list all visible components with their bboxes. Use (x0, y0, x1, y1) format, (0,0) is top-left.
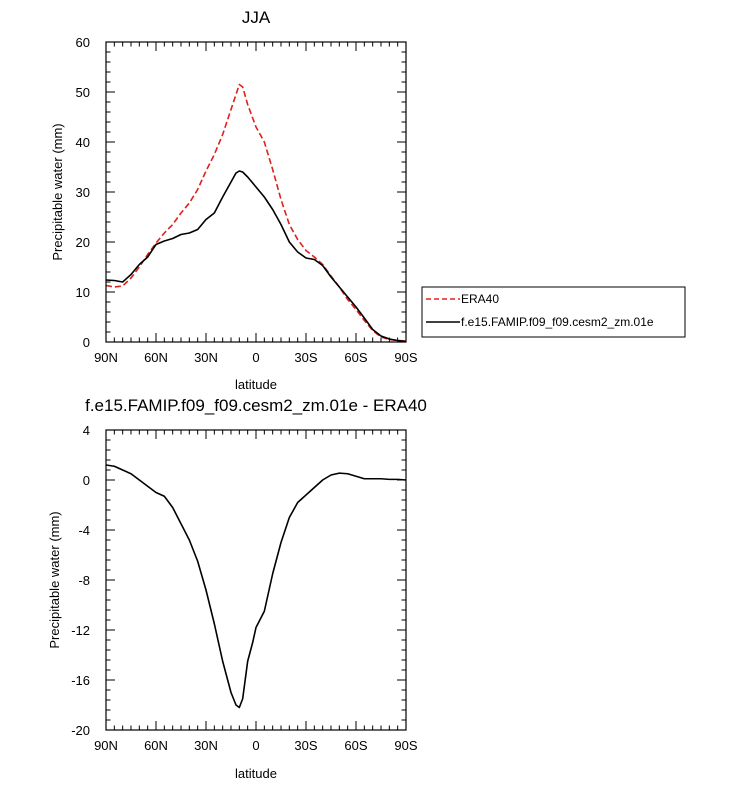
top-x-tick-label: 60N (144, 350, 168, 365)
top-y-tick-label: 50 (76, 85, 90, 100)
top-panel: JJA 90N 60N 30N 0 30S 60S 90S 0 10 20 30 40 50 60 lat… (50, 8, 686, 392)
top-y-tick-label: 20 (76, 235, 90, 250)
bottom-y-tick-label: -4 (78, 523, 90, 538)
top-x-tick-label: 30S (294, 350, 317, 365)
bottom-plot-frame (105, 429, 407, 731)
top-plot-frame (105, 41, 407, 343)
top-plot-lines (105, 83, 407, 343)
legend-label-model: f.e15.FAMIP.f09_f09.cesm2_zm.01e (461, 315, 654, 329)
top-y-axis-title: Precipitable water (mm) (50, 123, 65, 260)
bottom-plot-lines (105, 464, 407, 709)
bottom-x-tick-label: 30S (294, 738, 317, 753)
bottom-x-tick-label: 60S (344, 738, 367, 753)
top-x-tick-label: 90S (394, 350, 417, 365)
bottom-panel: f.e15.FAMIP.f09_f09.cesm2_zm.01e - ERA40… (47, 396, 427, 781)
bottom-axis-ticks: 90N 60N 30N 0 30S 60S 90S 4 0 -4 -8 -12 -16 -20 (71, 423, 418, 753)
legend: ERA40 f.e15.FAMIP.f09_f09.cesm2_zm.01e (421, 286, 686, 338)
legend-box (421, 286, 686, 338)
top-y-tick-label: 10 (76, 285, 90, 300)
top-axis-ticks: 90N 60N 30N 0 30S 60S 90S 0 10 20 30 40 50 60 (76, 35, 418, 365)
top-y-tick-label: 40 (76, 135, 90, 150)
bottom-x-tick-label: 30N (194, 738, 218, 753)
top-x-tick-label: 30N (194, 350, 218, 365)
top-y-tick-label: 60 (76, 35, 90, 50)
bottom-x-tick-label: 60N (144, 738, 168, 753)
top-series-line-f-e15-famip-f09-f09-cesm2-zm-01e (105, 170, 407, 343)
top-x-tick-label: 0 (252, 350, 259, 365)
top-x-tick-label: 60S (344, 350, 367, 365)
legend-label-era40: ERA40 (461, 292, 499, 306)
top-series-line-era40 (105, 83, 407, 342)
bottom-series-line-0 (105, 464, 407, 709)
top-x-tick-label: 90N (94, 350, 118, 365)
bottom-x-tick-label: 0 (252, 738, 259, 753)
bottom-x-axis-title: latitude (235, 766, 277, 781)
top-x-axis-title: latitude (235, 377, 277, 392)
top-chart-title: JJA (242, 8, 271, 27)
top-y-tick-label: 30 (76, 185, 90, 200)
bottom-y-tick-label: -12 (71, 623, 90, 638)
bottom-y-tick-label: -16 (71, 673, 90, 688)
bottom-y-tick-label: -8 (78, 573, 90, 588)
bottom-y-tick-label: 0 (83, 473, 90, 488)
top-y-tick-label: 0 (83, 335, 90, 350)
bottom-y-tick-label: 4 (83, 423, 90, 438)
bottom-y-axis-title: Precipitable water (mm) (47, 511, 62, 648)
bottom-x-tick-label: 90N (94, 738, 118, 753)
bottom-y-tick-label: -20 (71, 723, 90, 738)
bottom-chart-title: f.e15.FAMIP.f09_f09.cesm2_zm.01e - ERA40 (85, 396, 427, 415)
bottom-x-tick-label: 90S (394, 738, 417, 753)
